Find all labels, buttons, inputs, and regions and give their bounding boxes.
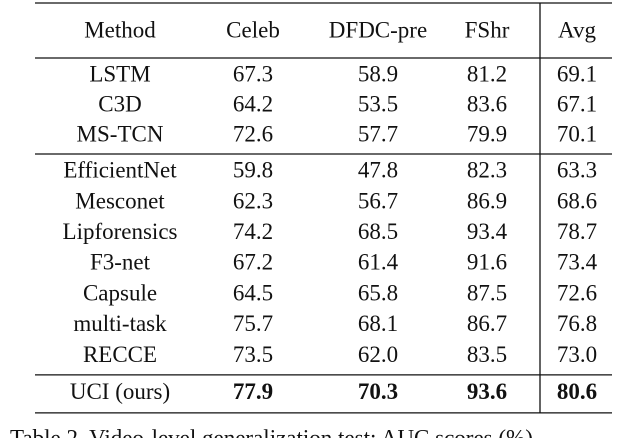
method-cell: LSTM: [89, 61, 150, 86]
header-cell: Celeb: [226, 17, 280, 42]
score-cell: 83.6: [467, 91, 507, 116]
score-cell: 64.2: [233, 91, 273, 116]
score-cell: 67.1: [557, 91, 597, 116]
score-cell: 62.0: [358, 342, 398, 367]
header-cell: DFDC-pre: [329, 17, 427, 42]
header-cell: Method: [84, 17, 156, 42]
score-cell: 80.6: [557, 379, 597, 404]
score-cell: 65.8: [358, 280, 398, 305]
score-cell: 68.6: [557, 188, 597, 213]
score-cell: 58.9: [358, 61, 398, 86]
score-cell: 79.9: [467, 121, 507, 146]
method-cell: multi-task: [73, 311, 167, 336]
method-cell: Capsule: [83, 280, 157, 305]
score-cell: 74.2: [233, 219, 273, 244]
score-cell: 87.5: [467, 280, 507, 305]
score-cell: 86.9: [467, 188, 507, 213]
score-cell: 53.5: [358, 91, 398, 116]
score-cell: 77.9: [233, 379, 273, 404]
score-cell: 73.5: [233, 342, 273, 367]
method-cell: Lipforensics: [63, 219, 178, 244]
score-cell: 93.6: [467, 379, 507, 404]
method-cell: RECCE: [83, 342, 157, 367]
score-cell: 76.8: [557, 311, 597, 336]
method-cell: UCI (ours): [70, 379, 170, 404]
method-cell: MS-TCN: [77, 121, 164, 146]
score-cell: 59.8: [233, 158, 273, 183]
score-cell: 63.3: [557, 158, 597, 183]
score-cell: 68.5: [358, 219, 398, 244]
header-cell: FShr: [465, 17, 510, 42]
score-cell: 62.3: [233, 188, 273, 213]
score-cell: 81.2: [467, 61, 507, 86]
score-cell: 61.4: [358, 250, 399, 275]
header-cell: Avg: [558, 17, 596, 42]
method-cell: C3D: [98, 91, 141, 116]
score-cell: 75.7: [233, 311, 273, 336]
score-cell: 72.6: [233, 121, 273, 146]
method-cell: EfficientNet: [63, 158, 177, 183]
score-cell: 86.7: [467, 311, 507, 336]
score-cell: 78.7: [557, 219, 597, 244]
score-cell: 64.5: [233, 280, 273, 305]
score-cell: 67.3: [233, 61, 273, 86]
score-cell: 68.1: [358, 311, 398, 336]
score-cell: 57.7: [358, 121, 398, 146]
score-cell: 47.8: [358, 158, 398, 183]
score-cell: 91.6: [467, 250, 507, 275]
score-cell: 67.2: [233, 250, 273, 275]
score-cell: 73.0: [557, 342, 597, 367]
score-cell: 73.4: [557, 250, 598, 275]
score-cell: 72.6: [557, 280, 597, 305]
method-cell: F3-net: [90, 250, 151, 275]
score-cell: 69.1: [557, 61, 597, 86]
score-cell: 93.4: [467, 219, 508, 244]
score-cell: 70.1: [557, 121, 597, 146]
caption: Table 2. Video-level generalization test…: [10, 425, 533, 438]
score-cell: 83.5: [467, 342, 507, 367]
score-cell: 82.3: [467, 158, 507, 183]
method-cell: Mesconet: [75, 188, 165, 213]
score-cell: 56.7: [358, 188, 398, 213]
score-cell: 70.3: [358, 379, 398, 404]
